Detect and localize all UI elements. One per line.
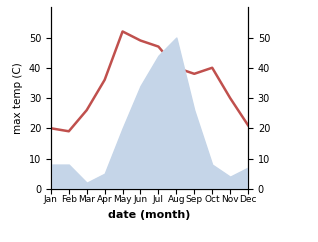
- X-axis label: date (month): date (month): [108, 210, 191, 219]
- Y-axis label: max temp (C): max temp (C): [13, 62, 23, 134]
